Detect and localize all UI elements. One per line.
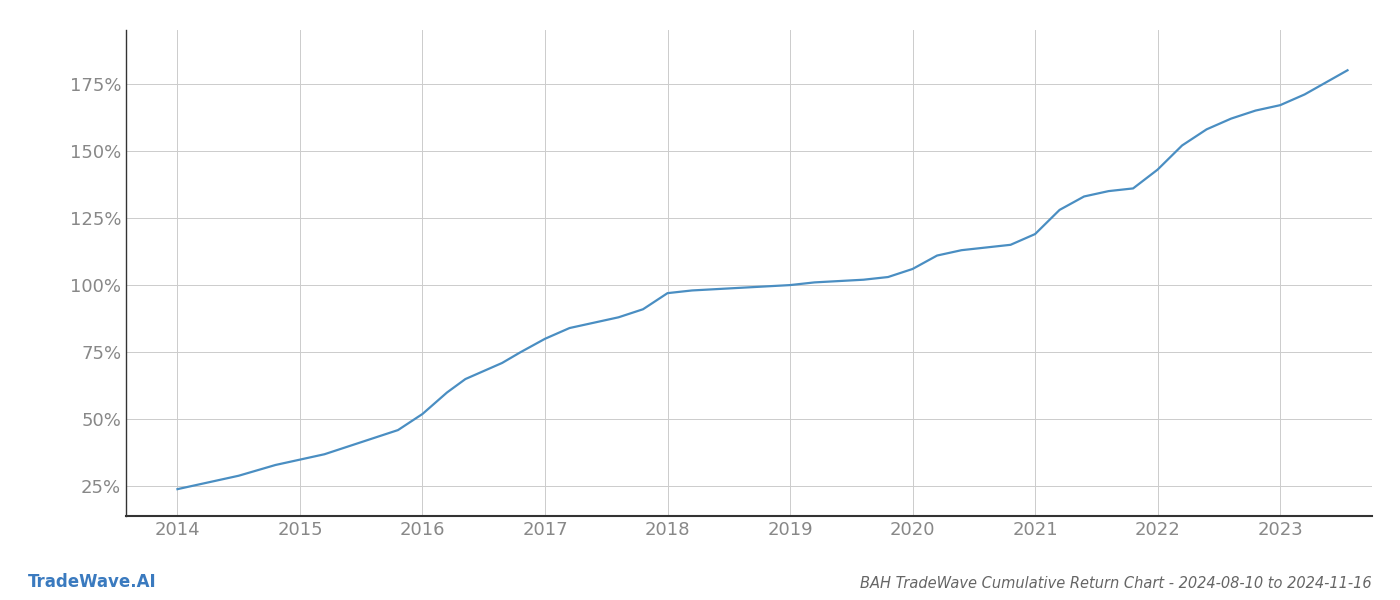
Text: BAH TradeWave Cumulative Return Chart - 2024-08-10 to 2024-11-16: BAH TradeWave Cumulative Return Chart - … [861,576,1372,591]
Text: TradeWave.AI: TradeWave.AI [28,573,157,591]
